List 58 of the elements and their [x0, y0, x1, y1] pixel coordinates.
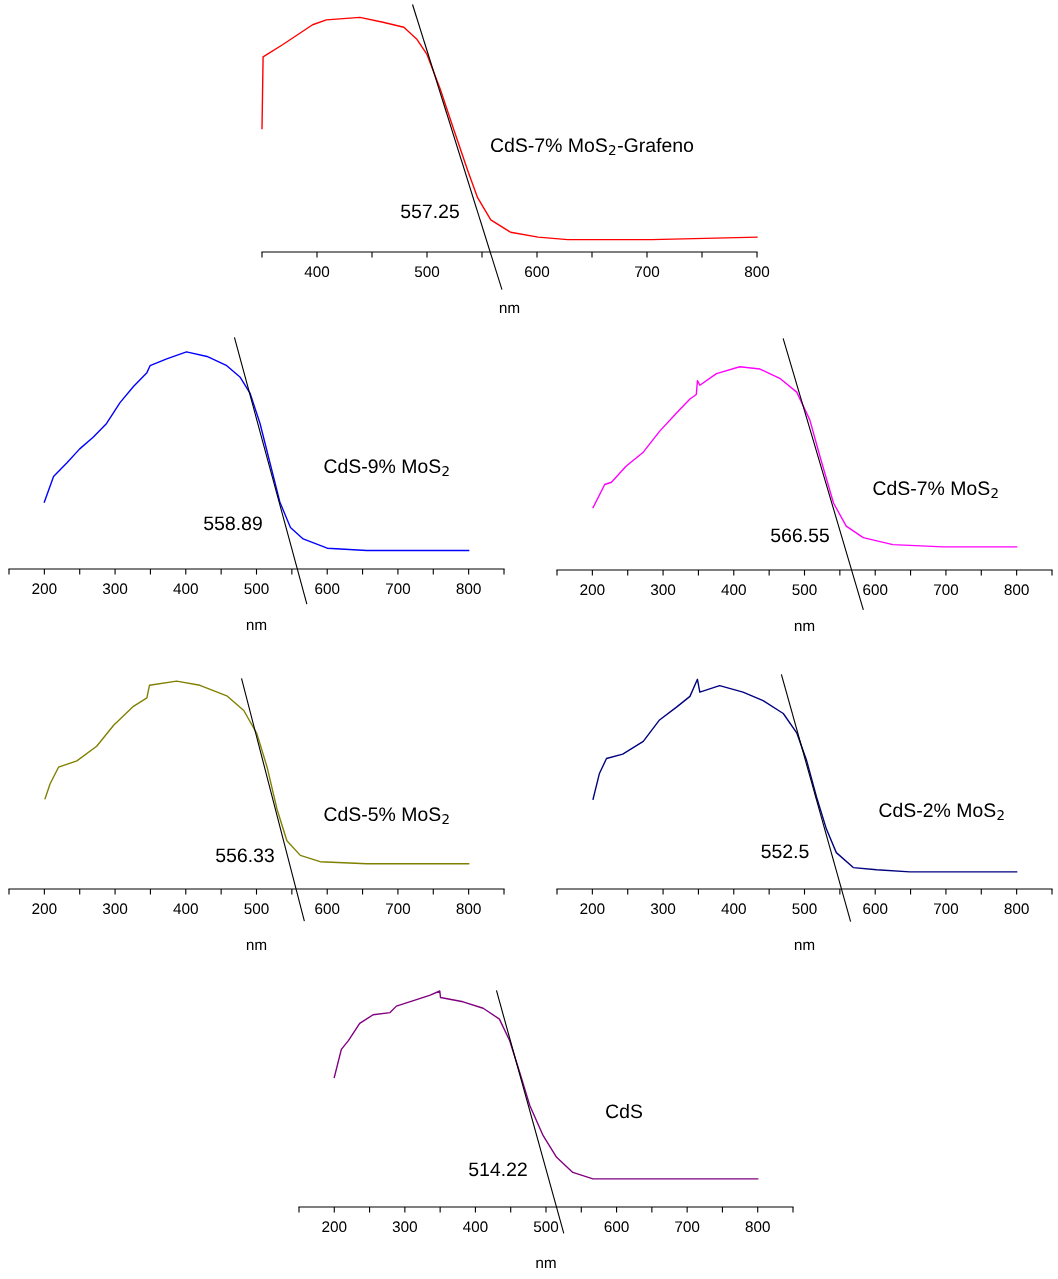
x-tick-label: 600 — [315, 903, 340, 915]
x-tick-label: 800 — [456, 583, 481, 595]
x-tick-label: 800 — [744, 266, 770, 278]
x-tick-label: 600 — [604, 1221, 629, 1233]
x-tick-label: 200 — [322, 1221, 347, 1233]
x-axis-title: nm — [536, 1259, 556, 1268]
x-tick-label: 500 — [792, 584, 817, 596]
x-tick-label: 700 — [933, 584, 959, 596]
x-axis-title: nm — [246, 941, 267, 950]
x-axis-title: nm — [794, 941, 815, 950]
text: CdS-9% MoS$_{2}$ — [324, 458, 449, 477]
x-tick-label: 600 — [863, 584, 888, 596]
x-axis-title: nm — [246, 621, 267, 630]
x-tick-label: 200 — [580, 584, 605, 596]
x-tick-label: 300 — [102, 583, 128, 595]
x-tick-label: 400 — [304, 266, 330, 278]
annotation: 566.55 — [771, 528, 829, 543]
x-tick-label: 600 — [525, 266, 550, 278]
annotation: 514.22 — [469, 1162, 527, 1177]
x-tick-label: 300 — [392, 1221, 418, 1233]
annotation: 557.25 — [401, 204, 459, 219]
x-tick-label: 300 — [650, 584, 676, 596]
x-tick-label: 700 — [675, 1221, 700, 1233]
x-tick-label: 500 — [244, 583, 269, 595]
text: CdS-2% MoS$_{2}$ — [879, 802, 1004, 821]
x-tick-label: 500 — [533, 1221, 559, 1233]
x-tick-label: 200 — [32, 583, 57, 595]
text: CdS — [606, 1103, 643, 1119]
x-tick-label: 200 — [580, 903, 605, 915]
x-tick-label: 600 — [315, 583, 340, 595]
x-tick-label: 400 — [173, 583, 198, 595]
x-axis-title: nm — [499, 304, 520, 313]
x-tick-label: 800 — [745, 1221, 770, 1233]
x-tick-label: 300 — [102, 903, 128, 915]
series-label: CdS-7% MoS$_{2}$-Grafeno — [491, 137, 694, 156]
x-tick-label: 600 — [863, 903, 888, 915]
annotation: 552.5 — [761, 844, 809, 859]
x-tick-label: 500 — [414, 266, 440, 278]
x-tick-label: 400 — [721, 903, 746, 915]
x-tick-label: 400 — [463, 1221, 488, 1233]
x-tick-label: 200 — [32, 903, 57, 915]
x-tick-label: 700 — [635, 266, 660, 278]
x-tick-label: 800 — [1004, 584, 1029, 596]
x-tick-label: 400 — [173, 903, 198, 915]
x-axis-title: nm — [794, 622, 815, 631]
x-tick-label: 700 — [385, 583, 411, 595]
x-tick-label: 700 — [385, 903, 411, 915]
series-label: CdS-7% MoS$_{2}$ — [873, 480, 998, 499]
x-tick-label: 800 — [1004, 903, 1029, 915]
x-tick-label: 400 — [721, 584, 746, 596]
x-tick-label: 500 — [792, 903, 817, 915]
annotation: 558.89 — [204, 516, 262, 531]
series-label: CdS-5% MoS$_{2}$ — [324, 806, 449, 825]
x-tick-label: 800 — [456, 903, 481, 915]
x-tick-label: 500 — [244, 903, 269, 915]
annotation: 556.33 — [216, 848, 274, 863]
x-tick-label: 700 — [933, 903, 959, 915]
x-tick-label: 300 — [650, 903, 676, 915]
